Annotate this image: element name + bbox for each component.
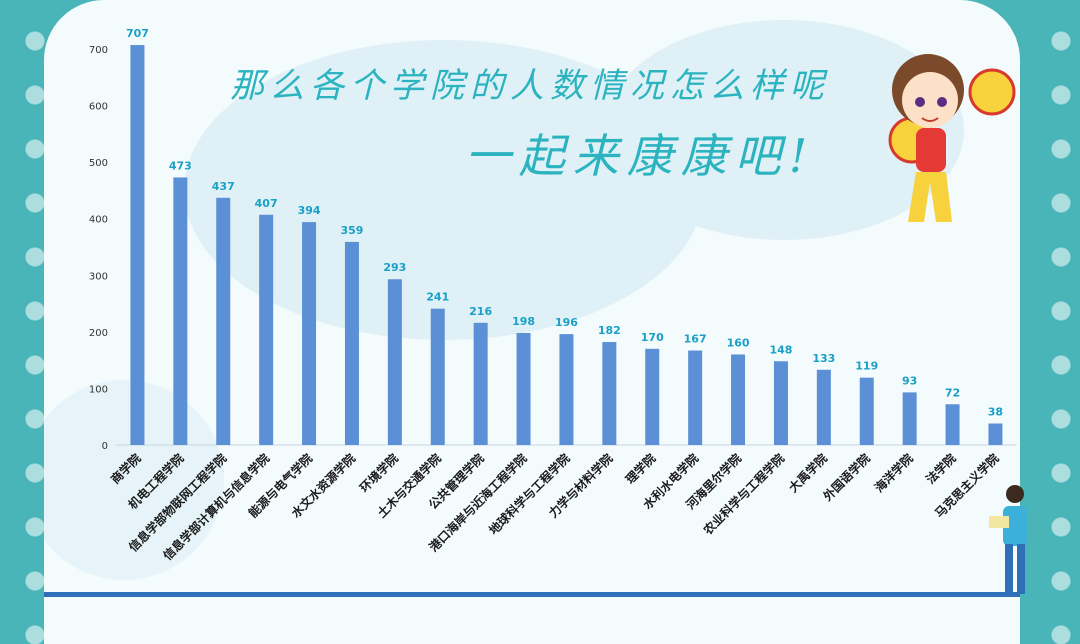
y-tick-label: 400: [89, 215, 108, 226]
bar-value-label: 241: [426, 291, 449, 304]
y-tick-label: 0: [102, 441, 108, 452]
person-reading-icon: [989, 485, 1027, 594]
x-tick-label: 外国语学院: [820, 451, 873, 504]
y-tick-label: 200: [89, 328, 108, 339]
y-tick-label: 700: [89, 45, 108, 56]
y-tick-label: 100: [89, 384, 108, 395]
bar: [602, 342, 617, 445]
x-tick-label: 地球科学与工程学院: [486, 451, 573, 538]
headline-question: 那么各个学院的人数情况怎么样呢: [230, 66, 830, 106]
bar-value-label: 407: [255, 197, 278, 210]
x-tick-label: 大禹学院: [785, 451, 830, 496]
headline-call-to-action: 一起来康康吧!: [464, 129, 816, 183]
content-panel: [44, 0, 1020, 644]
x-tick-label: 商学院: [107, 451, 143, 487]
x-tick-label: 农业科学与工程学院: [699, 451, 787, 539]
bar-value-label: 72: [945, 386, 960, 399]
bar: [902, 392, 917, 445]
bar-value-label: 196: [555, 316, 578, 329]
bar: [859, 377, 874, 445]
bar-value-label: 167: [684, 333, 707, 346]
cartoon-mascot-icon: [888, 54, 1016, 222]
bar-value-label: 93: [902, 374, 917, 387]
bar-value-label: 707: [126, 27, 149, 40]
y-tick-label: 500: [89, 158, 108, 169]
bar: [302, 222, 317, 445]
x-tick-label: 环境学院: [356, 451, 401, 496]
bar-value-label: 359: [340, 224, 363, 237]
bottom-rule: [44, 592, 1020, 597]
bar: [731, 354, 746, 445]
bar-value-label: 38: [988, 406, 1003, 419]
bar-value-label: 148: [769, 343, 792, 356]
x-tick-label: 理学院: [622, 451, 658, 487]
bar: [259, 214, 274, 445]
bar: [173, 177, 188, 445]
bar-value-label: 437: [212, 180, 235, 193]
bar-value-label: 160: [727, 336, 750, 349]
bar: [773, 361, 788, 445]
y-tick-label: 300: [89, 271, 108, 282]
bar: [559, 334, 574, 445]
bar: [988, 423, 1003, 445]
bar-value-label: 198: [512, 315, 535, 328]
bar: [516, 332, 531, 445]
bar-value-label: 216: [469, 305, 492, 318]
bar-value-label: 119: [855, 360, 878, 373]
bar: [473, 322, 488, 445]
x-tick-label: 法学院: [923, 451, 959, 487]
bar: [816, 369, 831, 445]
bar-value-label: 394: [298, 204, 321, 217]
bar-value-label: 182: [598, 324, 621, 337]
bar-value-label: 170: [641, 331, 664, 344]
bar-value-label: 293: [383, 261, 406, 274]
bar: [387, 279, 402, 445]
y-tick-label: 600: [89, 102, 108, 113]
bar: [430, 308, 445, 445]
bar-value-label: 473: [169, 159, 192, 172]
bar: [645, 348, 660, 445]
bar: [945, 404, 960, 445]
bar: [344, 241, 359, 445]
bar-value-label: 133: [812, 352, 835, 365]
x-tick-label: 海洋学院: [871, 451, 916, 496]
bar: [130, 45, 145, 445]
bar: [216, 197, 231, 445]
bar: [688, 350, 703, 445]
